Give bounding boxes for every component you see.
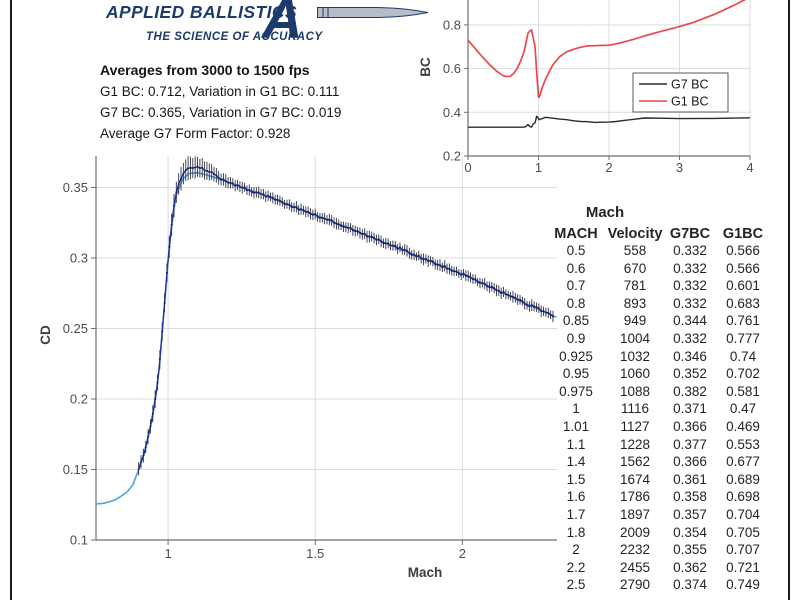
bc-inset-axes: 0.8 0.6 0.4 0.20 1 2 3 4 xyxy=(443,0,754,175)
bc-table-header: MACH Velocity G7BC G1BC xyxy=(546,226,776,242)
mach-axis-label: Mach xyxy=(408,565,443,580)
frame-left-border xyxy=(10,0,12,600)
svg-text:0.25: 0.25 xyxy=(63,321,88,336)
svg-text:0.1: 0.1 xyxy=(70,533,88,548)
averages-title: Averages from 3000 to 1500 fps xyxy=(100,62,310,78)
svg-text:0.3: 0.3 xyxy=(70,251,88,266)
table-row: 2.5 2790 0.374 0.749 xyxy=(566,577,760,593)
cd-errorbar-series xyxy=(137,156,554,476)
bullet-icon xyxy=(316,6,430,24)
svg-text:0.2: 0.2 xyxy=(443,149,461,164)
table-row: 0.8 893 0.332 0.683 xyxy=(566,295,760,311)
bc-legend: G7 BC G1 BC xyxy=(632,72,729,113)
frame-right-border xyxy=(788,0,790,600)
svg-text:0.35: 0.35 xyxy=(63,180,88,195)
table-row: 1 1116 0.371 0.47 xyxy=(572,401,757,417)
bc-table-col-header: G1BC xyxy=(722,226,764,242)
cd-model-curve xyxy=(95,171,557,505)
svg-text:2: 2 xyxy=(605,160,612,175)
g1-bc-line: G1 BC: 0.712, Variation in G1 BC: 0.111 xyxy=(100,84,340,99)
table-row: 1.01 1127 0.366 0.469 xyxy=(562,418,760,434)
table-row: 0.7 781 0.332 0.601 xyxy=(566,278,760,294)
table-row: 1.5 1674 0.361 0.689 xyxy=(566,471,760,487)
bc-table-col-header: Velocity xyxy=(607,226,663,242)
averages-summary: Averages from 3000 to 1500 fps G1 BC: 0.… xyxy=(100,60,341,144)
bc-table-col-header: G7BC xyxy=(669,226,711,242)
bc-table-rows: 0.5 558 0.332 0.566 0.6 670 0.332 0.566 0.7 781 0.… xyxy=(546,242,776,594)
svg-text:0: 0 xyxy=(464,160,471,175)
g7-bc-line: G7 BC: 0.365, Variation in G7 BC: 0.019 xyxy=(100,105,342,120)
brand-name: APPLIED BALLISTICS xyxy=(106,2,297,22)
table-row: 0.925 1032 0.346 0.74 xyxy=(559,348,757,364)
table-row: 2 2232 0.355 0.707 xyxy=(572,542,760,558)
svg-text:0.4: 0.4 xyxy=(443,105,461,120)
svg-text:2: 2 xyxy=(459,546,466,561)
brand-tagline: THE SCIENCE OF ACCURACY xyxy=(146,31,323,43)
svg-text:0.8: 0.8 xyxy=(443,17,461,32)
bc-axis-label: BC xyxy=(420,57,433,77)
table-row: 0.9 1004 0.332 0.777 xyxy=(566,330,760,346)
table-row: 0.6 670 0.332 0.566 xyxy=(566,260,760,276)
cd-axes: 0.35 0.3 0.25 0.2 0.15 0.1 1 1.5 2 xyxy=(63,156,557,561)
g1-bc-series xyxy=(467,0,746,99)
svg-text:1: 1 xyxy=(535,160,542,175)
bc-inset-chart: 0.8 0.6 0.4 0.20 1 2 3 4 BC G7 BC G1 BC xyxy=(420,0,754,175)
table-row: 0.5 558 0.332 0.566 xyxy=(566,243,760,258)
form-factor-line: Average G7 Form Factor: 0.928 xyxy=(100,126,291,141)
logo-monogram-a: A xyxy=(262,0,303,50)
table-row: 0.975 1088 0.382 0.581 xyxy=(559,383,760,399)
bc-table-title: Mach xyxy=(585,204,625,221)
svg-text:0.6: 0.6 xyxy=(443,61,461,76)
svg-text:G1 BC: G1 BC xyxy=(671,95,709,109)
cd-axis-label: CD xyxy=(38,325,53,345)
cd-main-chart: 0.35 0.3 0.25 0.2 0.15 0.1 1 1.5 2 Mach CD xyxy=(38,156,557,580)
table-row: 1.4 1562 0.366 0.677 xyxy=(566,454,760,470)
table-row: 1.1 1228 0.377 0.553 xyxy=(566,436,760,452)
svg-text:4: 4 xyxy=(746,160,753,175)
svg-text:G7 BC: G7 BC xyxy=(671,78,709,92)
svg-text:0.15: 0.15 xyxy=(63,462,88,477)
cd-grid xyxy=(96,156,557,540)
table-row: 1.7 1897 0.357 0.704 xyxy=(566,506,760,522)
g7-bc-series xyxy=(468,115,751,128)
table-row: 0.85 949 0.344 0.761 xyxy=(562,313,760,329)
bc-table: Mach MACH Velocity G7BC G1BC 0.5 558 0.332 0.5… xyxy=(546,204,776,594)
svg-text:3: 3 xyxy=(676,160,683,175)
table-row: 1.8 2009 0.354 0.705 xyxy=(566,524,760,540)
bc-table-col-header: MACH xyxy=(554,226,598,242)
svg-text:1: 1 xyxy=(164,546,171,561)
table-row: 0.95 1060 0.352 0.702 xyxy=(562,366,760,382)
svg-text:1.5: 1.5 xyxy=(306,546,324,561)
svg-text:0.2: 0.2 xyxy=(70,392,88,407)
cd-measured-line xyxy=(138,166,554,470)
table-row: 2.2 2455 0.362 0.721 xyxy=(566,559,760,575)
table-row: 1.6 1786 0.358 0.698 xyxy=(566,489,760,505)
